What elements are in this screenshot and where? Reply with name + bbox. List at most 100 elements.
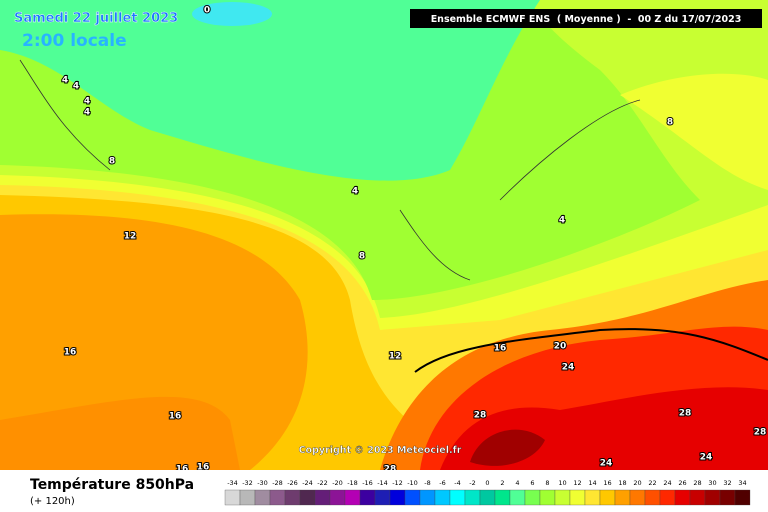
map	[0, 0, 768, 470]
contour-label: 28	[754, 428, 767, 438]
contour-label: 8	[109, 157, 115, 167]
copyright: Copyright © 2023 Meteociel.fr	[299, 445, 462, 456]
legend-swatch	[344, 489, 361, 506]
legend-swatch	[479, 489, 496, 506]
legend-label: 26	[678, 479, 686, 487]
legend-swatch	[689, 489, 706, 506]
legend-swatch	[239, 489, 256, 506]
legend-label: 10	[558, 479, 566, 487]
legend-swatch	[314, 489, 331, 506]
legend-swatch	[704, 489, 721, 506]
ice-area	[192, 2, 272, 26]
legend-swatch	[449, 489, 466, 506]
legend-label: -22	[317, 479, 328, 487]
legend-label: -16	[362, 479, 373, 487]
legend-label: 14	[588, 479, 596, 487]
legend-swatch	[494, 489, 511, 506]
coastline	[19, 59, 641, 281]
legend-swatch	[599, 489, 616, 506]
footer-title: Température 850hPa	[30, 477, 194, 493]
legend-swatch	[524, 489, 541, 506]
forecast-time: 2:00 locale	[22, 31, 127, 51]
contour-label: 0	[204, 6, 210, 16]
legend-label: -2	[469, 479, 475, 487]
legend-swatch	[269, 489, 286, 506]
legend-swatch	[329, 489, 346, 506]
legend-swatch	[644, 489, 661, 506]
contour-label: 24	[700, 453, 713, 463]
contour-label: 4	[352, 187, 358, 197]
legend-label: -12	[392, 479, 403, 487]
legend-label: 6	[530, 479, 534, 487]
contour-label: 28	[679, 409, 692, 419]
legend-label: -24	[302, 479, 313, 487]
legend-swatch	[224, 489, 241, 506]
contour-label: 16	[169, 412, 182, 422]
legend-label: -4	[454, 479, 460, 487]
legend-swatch	[719, 489, 736, 506]
contour-label: 8	[359, 252, 365, 262]
forecast-date: Samedi 22 juillet 2023	[14, 11, 178, 26]
contour-label: 4	[84, 97, 90, 107]
legend-swatch	[299, 489, 316, 506]
contour-20	[414, 328, 768, 373]
region-dark-orange	[0, 396, 240, 470]
legend-swatch	[404, 489, 421, 506]
legend-label: 0	[485, 479, 489, 487]
contour-label: 12	[389, 352, 402, 362]
legend-label: 32	[723, 479, 731, 487]
contour-label: 16	[64, 348, 77, 358]
legend-swatch	[659, 489, 676, 506]
legend-label: 4	[515, 479, 519, 487]
contour-label: 16	[494, 344, 507, 354]
legend-label: -8	[424, 479, 430, 487]
legend-swatch	[419, 489, 436, 506]
contour-label: 24	[600, 459, 613, 469]
legend-swatch	[734, 489, 751, 506]
contour-label: 4	[62, 76, 68, 86]
legend-swatch	[284, 489, 301, 506]
legend-label: 24	[663, 479, 671, 487]
contour-label: 8	[667, 118, 673, 128]
contour-label: 12	[124, 232, 137, 242]
legend-label: 12	[573, 479, 581, 487]
legend-label: -32	[242, 479, 253, 487]
model-box	[410, 9, 762, 28]
legend-swatch	[359, 489, 376, 506]
footer-lead: (+ 120h)	[30, 496, 75, 507]
region-4	[0, 0, 540, 181]
legend-swatch	[464, 489, 481, 506]
contour-label: 4	[559, 216, 565, 226]
legend-label: -14	[377, 479, 388, 487]
legend-swatch	[389, 489, 406, 506]
legend-label: 16	[603, 479, 611, 487]
legend-label: -34	[227, 479, 238, 487]
region-30	[470, 429, 545, 466]
contour-label: 20	[554, 342, 567, 352]
legend-label: -20	[332, 479, 343, 487]
legend-swatch	[434, 489, 451, 506]
legend-label: 2	[500, 479, 504, 487]
legend-label: 22	[648, 479, 656, 487]
legend-swatch	[584, 489, 601, 506]
region-8-east	[620, 73, 768, 190]
contour-label: 4	[84, 108, 90, 118]
legend-label: -18	[347, 479, 358, 487]
legend-label: -6	[439, 479, 445, 487]
legend-swatch	[554, 489, 571, 506]
legend-label: -10	[407, 479, 418, 487]
legend-swatch	[509, 489, 526, 506]
legend-swatch	[674, 489, 691, 506]
legend-label: -28	[272, 479, 283, 487]
legend-label: 30	[708, 479, 716, 487]
legend-swatch	[539, 489, 556, 506]
legend-label: 8	[545, 479, 549, 487]
legend-label: 18	[618, 479, 626, 487]
legend-swatch	[614, 489, 631, 506]
contour-label: 4	[73, 82, 79, 92]
legend-swatch	[569, 489, 586, 506]
legend-label: 20	[633, 479, 641, 487]
color-legend: -34 -32 -30 -28 -26 -24 -22 -20 -18 -16 -14 -12 -10-…	[224, 479, 751, 506]
legend-label: -26	[287, 479, 298, 487]
